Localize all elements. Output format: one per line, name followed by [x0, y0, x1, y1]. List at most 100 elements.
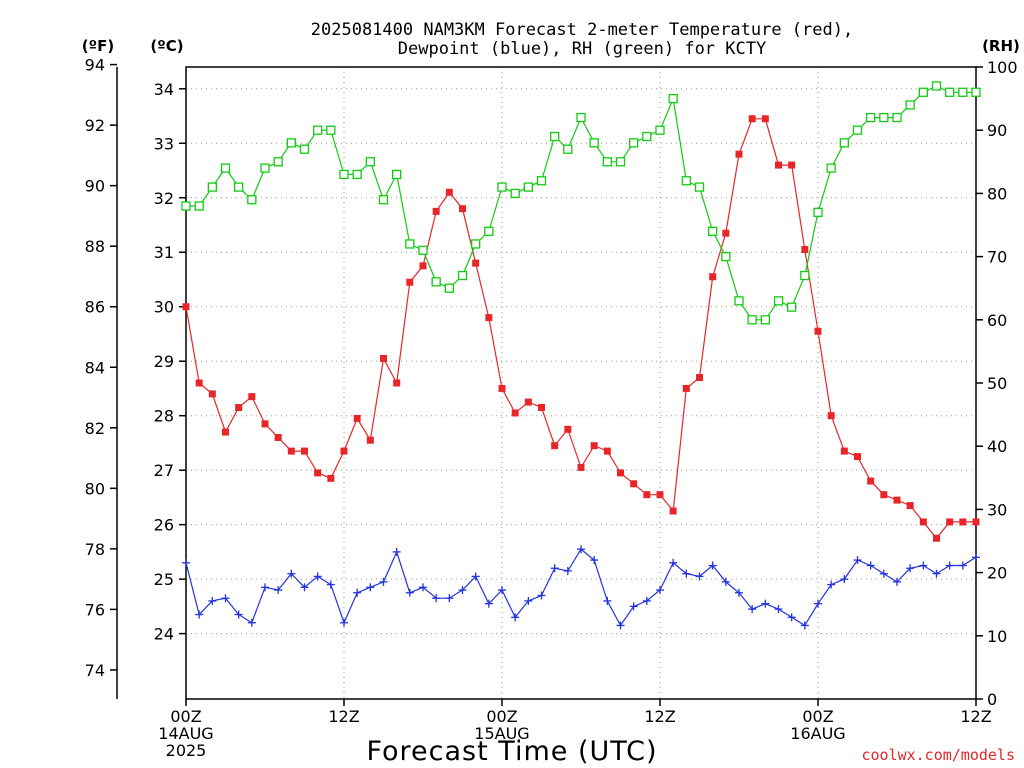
celsius-tick-label: 33 — [154, 134, 174, 153]
dewpoint-point — [313, 572, 322, 581]
temperature-point — [761, 115, 769, 123]
temperature-point — [577, 463, 585, 471]
fahrenheit-tick-label: 86 — [85, 298, 105, 317]
plot-frame — [185, 66, 977, 700]
grid-lines — [186, 67, 976, 699]
dewpoint-point — [366, 583, 375, 592]
temperature-point — [906, 502, 914, 510]
rh-point — [576, 112, 586, 123]
dewpoint-point — [721, 577, 730, 586]
temperature-point — [656, 491, 664, 499]
dewpoint-point — [221, 594, 230, 603]
dewpoint-point — [471, 572, 480, 581]
rh-point — [931, 81, 942, 91]
dewpoint-point — [484, 599, 493, 608]
x-tick-label: 16AUG — [790, 724, 845, 743]
temperature-point — [222, 428, 229, 436]
temperature-point — [617, 469, 624, 477]
temperature-point — [867, 477, 875, 485]
temperature-point — [827, 412, 835, 420]
rh-point — [668, 93, 678, 104]
rh-point — [879, 112, 889, 123]
dewpoint-point — [379, 577, 388, 586]
temperature-point — [564, 425, 572, 433]
dewpoint-point — [735, 588, 743, 597]
dewpoint-point — [287, 569, 296, 578]
rh-point — [708, 226, 718, 236]
rh-point — [563, 144, 573, 154]
temperature-point — [314, 469, 322, 477]
temperature-point — [590, 442, 598, 450]
temperature-point — [406, 278, 414, 286]
temperature-point — [630, 480, 638, 488]
temperature-point — [287, 447, 295, 455]
dewpoint-point — [300, 583, 309, 592]
temperature-point — [182, 303, 190, 311]
data-series — [181, 81, 981, 630]
rh-point — [194, 201, 204, 211]
fahrenheit-tick-label: 78 — [85, 540, 105, 559]
rh-point — [694, 182, 705, 192]
dewpoint-point — [577, 545, 585, 554]
rh-point — [378, 195, 389, 205]
dewpoint-point — [274, 586, 283, 595]
temperature-point — [274, 433, 282, 441]
rh-point — [247, 195, 257, 205]
fahrenheit-tick-label: 80 — [85, 479, 105, 498]
fahrenheit-tick-label: 76 — [85, 600, 105, 619]
rh-point — [734, 296, 744, 306]
dewpoint-point — [590, 556, 599, 565]
rh-point — [497, 182, 507, 192]
temperature-point — [854, 453, 861, 461]
rh-tick-label: 60 — [987, 311, 1007, 330]
dewpoint-point — [195, 610, 204, 619]
rh-point — [510, 188, 520, 199]
rh-point — [615, 157, 626, 167]
rh-point — [681, 176, 691, 186]
celsius-tick-label: 24 — [154, 625, 174, 644]
dewpoint-point — [208, 596, 217, 605]
temperature-point — [327, 474, 335, 482]
rh-point — [299, 144, 310, 154]
temperature-point — [301, 447, 308, 455]
x-axis-title: Forecast Time (UTC) — [366, 736, 657, 767]
dewpoint-series — [182, 545, 980, 630]
rh-tick-label: 100 — [987, 58, 1018, 77]
temperature-point — [893, 496, 901, 504]
celsius-tick-label: 25 — [154, 570, 174, 589]
rh-point — [536, 176, 547, 186]
temperature-point — [445, 188, 453, 196]
celsius-tick-label: 27 — [154, 461, 174, 480]
temperature-point — [208, 390, 216, 398]
rh-point — [760, 315, 770, 325]
rh-tick-label: 0 — [987, 690, 997, 709]
rh-point — [602, 157, 612, 167]
dewpoint-point — [353, 588, 362, 597]
rh-point — [958, 87, 968, 97]
rh-point — [852, 125, 863, 135]
fahrenheit-tick-label: 92 — [85, 116, 105, 135]
rh-point — [523, 182, 533, 192]
x-tick-label: 15AUG — [474, 724, 529, 743]
rh-point — [892, 112, 902, 123]
dewpoint-point — [432, 594, 441, 603]
temperature-point — [393, 379, 401, 387]
temperature-point — [380, 354, 387, 362]
chart-title-line-2: Dewpoint (blue), RH (green) for KCTY — [398, 39, 766, 59]
temperature-point — [419, 262, 427, 270]
temperature-point — [261, 420, 269, 428]
temperature-point — [248, 393, 256, 401]
temperature-point — [709, 273, 717, 281]
temperature-point — [919, 518, 927, 526]
dewpoint-point — [748, 605, 757, 614]
temperature-point — [814, 327, 822, 335]
temperature-point — [353, 414, 361, 422]
x-tick-label: 14AUG — [158, 724, 213, 743]
dewpoint-point — [787, 613, 796, 622]
credit-link[interactable]: coolwx.com/models — [861, 746, 1015, 764]
dewpoint-point — [498, 586, 506, 595]
dewpoint-point — [182, 558, 190, 567]
dewpoint-point — [919, 561, 928, 570]
dewpoint-point — [708, 561, 717, 570]
